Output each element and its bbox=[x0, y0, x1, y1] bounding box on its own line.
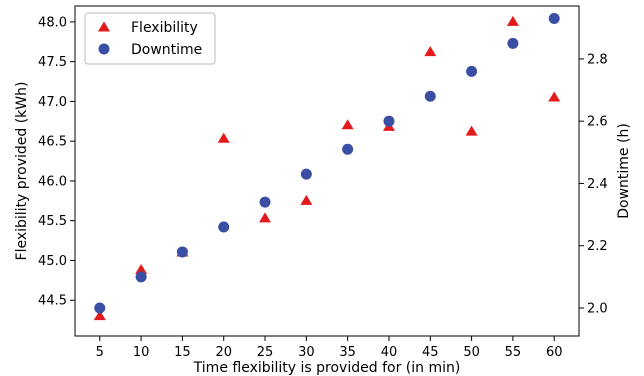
legend-label-downtime: Downtime bbox=[131, 42, 202, 58]
x-tick-label: 50 bbox=[463, 345, 480, 360]
x-tick-label: 5 bbox=[96, 345, 104, 360]
legend-label-flexibility: Flexibility bbox=[131, 20, 198, 36]
left-y-tick-label: 48.0 bbox=[38, 15, 67, 30]
right-y-axis-ticks: 2.0 2.2 2.4 2.6 2.8 bbox=[579, 52, 608, 316]
downtime-point bbox=[176, 246, 188, 258]
downtime-point bbox=[259, 196, 271, 208]
downtime-point bbox=[218, 221, 230, 233]
left-y-tick-label: 45.0 bbox=[38, 254, 67, 269]
flexibility-point bbox=[341, 119, 354, 130]
x-axis-title: Time flexibility is provided for (in min… bbox=[193, 360, 461, 376]
downtime-point bbox=[383, 115, 395, 127]
flexibility-point bbox=[548, 91, 561, 102]
left-y-tick-label: 46.0 bbox=[38, 174, 67, 189]
flexibility-point bbox=[300, 194, 313, 205]
x-tick-label: 25 bbox=[257, 345, 274, 360]
left-y-axis-title: Flexibility provided (kWh) bbox=[14, 82, 30, 261]
x-axis-ticks: 5 10 15 20 25 30 35 40 45 50 55 60 bbox=[96, 336, 563, 360]
x-tick-label: 55 bbox=[505, 345, 522, 360]
downtime-point bbox=[507, 37, 519, 49]
right-y-tick-label: 2.4 bbox=[587, 177, 608, 192]
downtime-point bbox=[424, 90, 436, 102]
flexibility-point bbox=[135, 264, 148, 274]
x-tick-label: 35 bbox=[339, 345, 356, 360]
flexibility-point bbox=[465, 125, 478, 136]
legend: Flexibility Downtime bbox=[84, 12, 216, 65]
x-tick-label: 15 bbox=[174, 345, 191, 360]
left-y-tick-label: 44.5 bbox=[38, 294, 67, 309]
data-marks bbox=[93, 12, 561, 321]
left-y-tick-label: 46.5 bbox=[38, 135, 67, 150]
x-tick-label: 20 bbox=[215, 345, 232, 360]
right-y-tick-label: 2.2 bbox=[587, 239, 608, 254]
flexibility-point bbox=[259, 212, 272, 223]
x-tick-label: 10 bbox=[133, 345, 150, 360]
legend-circle-marker bbox=[98, 43, 110, 55]
left-y-tick-label: 45.5 bbox=[38, 214, 67, 229]
downtime-point bbox=[548, 12, 560, 24]
downtime-point bbox=[94, 302, 106, 314]
x-tick-label: 60 bbox=[546, 345, 563, 360]
right-y-tick-label: 2.8 bbox=[587, 52, 608, 67]
flexibility-point bbox=[424, 46, 437, 57]
right-y-axis-title: Downtime (h) bbox=[616, 123, 632, 219]
downtime-point bbox=[135, 271, 147, 283]
legend-box bbox=[84, 12, 216, 65]
downtime-point bbox=[466, 65, 478, 77]
x-tick-label: 30 bbox=[298, 345, 315, 360]
left-y-axis-ticks: 44.5 45.0 45.5 46.0 46.5 47.0 47.5 48.0 bbox=[38, 15, 75, 309]
x-tick-label: 45 bbox=[422, 345, 439, 360]
downtime-point bbox=[342, 143, 354, 155]
flexibility-point bbox=[217, 132, 230, 143]
downtime-point bbox=[300, 168, 312, 180]
right-y-tick-label: 2.6 bbox=[587, 115, 608, 130]
plot-frame bbox=[74, 5, 580, 337]
legend-triangle-marker bbox=[98, 21, 110, 32]
left-y-tick-label: 47.0 bbox=[38, 95, 67, 110]
x-tick-label: 40 bbox=[381, 345, 398, 360]
flexibility-point bbox=[506, 15, 519, 26]
left-y-tick-label: 47.5 bbox=[38, 55, 67, 70]
right-y-tick-label: 2.0 bbox=[587, 301, 608, 316]
flexibility-point bbox=[93, 310, 106, 321]
